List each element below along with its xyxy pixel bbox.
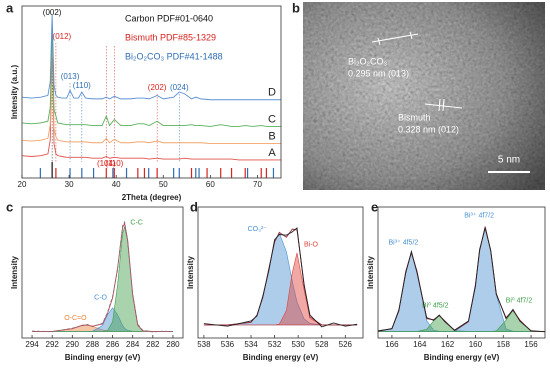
x-tick-label: 158 [497, 340, 511, 349]
component-label: Bi⁰ 4f5/2 [422, 302, 449, 310]
x-tick-label: 156 [524, 340, 538, 349]
lattice-mark [442, 98, 445, 112]
series-label: D [268, 87, 276, 99]
spectrum-line [21, 40, 281, 161]
x-axis-label: Binding energy (eV) [243, 353, 319, 362]
component-area [32, 226, 173, 332]
series-label: C [268, 113, 276, 125]
spectrum-line [21, 26, 281, 127]
x-tick-label: 162 [441, 340, 455, 349]
x-tick-label: 292 [46, 340, 60, 349]
panel: 20 30 40 50 60 70 2Theta (degree) Intensity (a.… [10, 5, 282, 202]
lattice-mark [409, 31, 413, 40]
plot-frame [21, 206, 184, 339]
x-tick-label: 534 [244, 340, 258, 349]
component-area [32, 307, 173, 332]
component-label: Bi-O [304, 242, 319, 249]
x-tick-label: 538 [197, 340, 211, 349]
spectrum-line [21, 31, 281, 145]
panel-label: a [6, 0, 14, 15]
scale-bar-label: 5 nm [498, 155, 520, 166]
peak-label: (110) [73, 81, 91, 90]
x-tick-label: 20 [18, 180, 27, 189]
series-label: B [268, 131, 275, 143]
x-tick-label: 526 [339, 340, 353, 349]
x-tick-label: 164 [413, 340, 427, 349]
spectrum-line [32, 222, 173, 332]
y-axis-label: Intensity (a.u.) [10, 65, 19, 120]
component-label: C-C [130, 219, 142, 226]
panel-label: d [190, 199, 198, 214]
x-tick-label: 60 [206, 180, 215, 189]
x-tick-label: 166 [385, 340, 399, 349]
x-tick-label: 532 [268, 340, 282, 349]
x-tick-label: 282 [146, 340, 160, 349]
component-label: CO₃²⁻ [248, 226, 268, 233]
y-axis-label: Intensity [366, 256, 375, 289]
plot-frame [21, 5, 282, 179]
tem-image: Bi₂O₂CO₃ 0.295 nm (013) Bismuth 0.328 nm… [303, 2, 545, 190]
y-axis-label: Intensity [186, 256, 195, 289]
x-tick-label: 160 [469, 340, 483, 349]
peak-label: (013) [61, 72, 80, 81]
panel-label: b [292, 0, 300, 15]
x-tick-label: 536 [221, 340, 235, 349]
x-tick-label: 280 [166, 340, 180, 349]
x-tick-label: 288 [86, 340, 100, 349]
x-tick-label: 30 [65, 180, 74, 189]
lattice-mark [377, 37, 381, 46]
x-axis-label: 2Theta (degree) [122, 193, 182, 202]
x-axis-label: Binding energy (eV) [65, 353, 141, 362]
panel-label: c [6, 199, 13, 214]
plot-frame [377, 206, 546, 339]
peak-label: (202) [148, 83, 167, 92]
x-axis-label: Binding energy (eV) [424, 353, 500, 362]
image-annotation: Bi₂O₂CO₃ [348, 56, 387, 66]
image-shade [303, 2, 545, 190]
plot-frame [197, 206, 364, 339]
spectrum-line [203, 227, 358, 328]
legend-label: Bi₂O₂CO₃ PDF#41-1488 [125, 51, 223, 61]
peak-label: (012) [53, 32, 72, 41]
component-label: Bi⁰ 4f7/2 [506, 296, 533, 304]
image-annotation: 0.328 nm (012) [398, 124, 459, 134]
spectrum-line [377, 227, 546, 333]
x-tick-label: 70 [253, 180, 262, 189]
panel: 294 292 290 288 286 284 282 280 Binding energy (… [10, 206, 184, 362]
x-tick-label: 50 [159, 180, 168, 189]
x-tick-label: 286 [106, 340, 120, 349]
component-label: Bi³⁺ 4f5/2 [389, 240, 419, 247]
x-tick-label: 294 [25, 340, 39, 349]
x-tick-label: 40 [112, 180, 121, 189]
peak-label: (110) [105, 159, 123, 168]
series-label: A [268, 147, 276, 159]
spectrum-line [21, 14, 281, 101]
legend-label: Carbon PDF#01-0640 [125, 13, 213, 23]
panel: 538 536 534 532 530 528 526 Binding energy (eV)… [186, 206, 364, 362]
image-annotation: 0.295 nm (013) [348, 68, 409, 78]
component-label: O-C=O [64, 315, 87, 322]
x-tick-label: 528 [315, 340, 329, 349]
panel: 166 164 162 160 158 156 Binding energy (eV) Int… [366, 206, 546, 362]
x-tick-label: 284 [126, 340, 140, 349]
peak-label: (002) [43, 8, 62, 17]
component-area [203, 232, 358, 326]
spectrum-line [32, 220, 173, 333]
lattice-mark [438, 98, 441, 112]
lattice-arrow [371, 33, 419, 43]
peak-label: (104) [97, 159, 116, 168]
x-tick-label: 530 [291, 340, 305, 349]
component-label: Bi³⁺ 4f7/2 [464, 212, 494, 219]
image-annotation: Bismuth [398, 112, 431, 122]
y-axis-label: Intensity [10, 256, 19, 289]
legend-label: Bismuth PDF#85-1329 [125, 32, 216, 42]
component-label: C-O [94, 295, 107, 302]
x-tick-label: 290 [66, 340, 80, 349]
panel-label: e [371, 199, 378, 214]
peak-label: (024) [170, 83, 189, 92]
